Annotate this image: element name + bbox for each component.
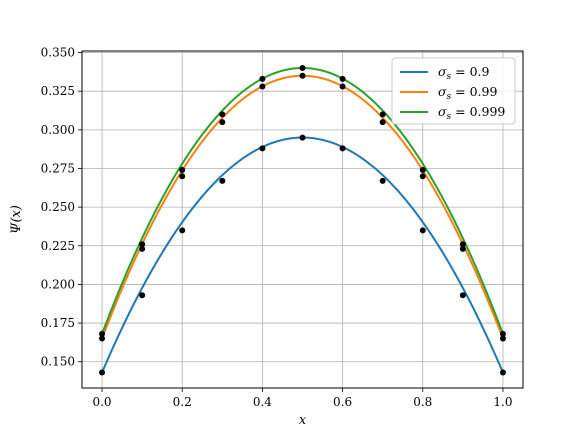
data-point <box>459 245 466 252</box>
data-point <box>339 145 346 152</box>
x-tick-label: 0.4 <box>253 395 272 409</box>
data-point <box>339 75 346 82</box>
data-point <box>379 177 386 184</box>
x-tick-label: 0.2 <box>173 395 192 409</box>
data-point <box>219 119 226 126</box>
data-point <box>179 167 186 174</box>
data-point <box>179 173 186 180</box>
data-point <box>499 369 506 376</box>
x-tick-label: 0.8 <box>413 395 432 409</box>
data-point <box>99 330 106 337</box>
data-point <box>299 72 306 79</box>
data-point <box>139 245 146 252</box>
data-point <box>259 145 266 152</box>
ticks: 0.0 0.2 0.4 0.6 0.8 1.0 0.150 0.175 0.200 0.225 0.… <box>41 46 513 409</box>
y-tick-label: 0.150 <box>41 355 75 369</box>
data-point <box>139 241 146 248</box>
legend-box <box>391 57 516 125</box>
legend: σs = 0.9 σs = 0.99 σs = 0.999 <box>391 57 516 125</box>
data-point <box>259 83 266 90</box>
marker-group <box>99 65 506 376</box>
data-point <box>219 177 226 184</box>
data-point <box>499 330 506 337</box>
data-point <box>179 227 186 234</box>
y-tick-label: 0.275 <box>41 161 75 175</box>
grid <box>82 51 523 388</box>
data-point <box>379 111 386 118</box>
legend-label: σs = 0.99 <box>438 84 497 102</box>
data-point <box>99 369 106 376</box>
legend-label: σs = 0.999 <box>438 104 505 122</box>
x-axis-label: x <box>299 413 307 428</box>
x-tick-label: 0.0 <box>92 395 111 409</box>
data-point <box>99 335 106 342</box>
data-point <box>459 241 466 248</box>
legend-label: σs = 0.9 <box>438 64 490 82</box>
y-tick-label: 0.225 <box>41 239 75 253</box>
plot-frame <box>81 50 524 389</box>
data-point <box>499 335 506 342</box>
x-tick-label: 1.0 <box>493 395 512 409</box>
data-point <box>299 134 306 141</box>
data-point <box>219 111 226 118</box>
data-point <box>419 167 426 174</box>
y-axis-label: Ψ(x) <box>9 205 24 234</box>
y-tick-label: 0.350 <box>41 46 75 60</box>
y-tick-label: 0.175 <box>41 316 75 330</box>
data-point <box>419 173 426 180</box>
data-point <box>339 83 346 90</box>
data-point <box>299 65 306 72</box>
y-tick-label: 0.325 <box>41 84 75 98</box>
y-tick-label: 0.300 <box>41 123 75 137</box>
data-point <box>259 75 266 82</box>
data-point <box>459 292 466 299</box>
data-point <box>139 292 146 299</box>
data-point <box>379 119 386 126</box>
x-tick-label: 0.6 <box>333 395 352 409</box>
data-point <box>419 227 426 234</box>
y-tick-label: 0.250 <box>41 200 75 214</box>
y-tick-label: 0.200 <box>41 277 75 291</box>
